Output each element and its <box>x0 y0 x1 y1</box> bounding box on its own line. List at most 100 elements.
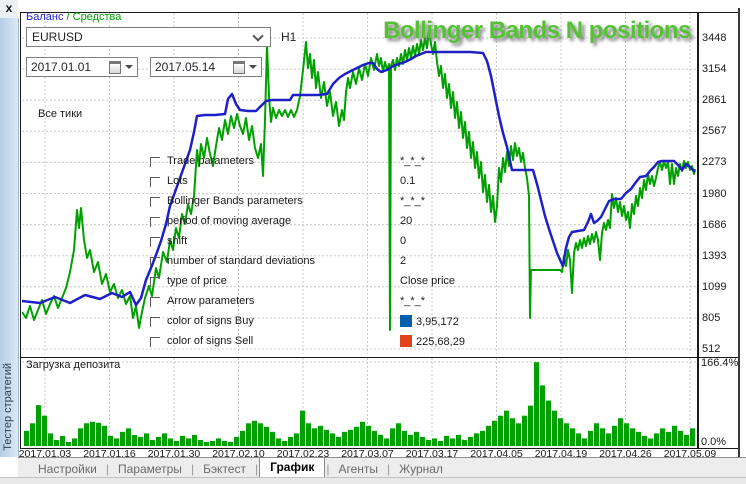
calendar-icon <box>233 61 245 74</box>
parameter-value: Close price <box>400 275 456 287</box>
deposit-load-bar <box>510 418 515 446</box>
deposit-load-bar <box>150 439 155 446</box>
parameter-label: color of signs Buy <box>167 315 254 327</box>
deposit-load-bar <box>348 429 353 446</box>
parameter-value: *_*_* <box>400 195 426 207</box>
deposit-load-bar <box>126 428 131 446</box>
deposit-load-bar <box>138 436 143 446</box>
deposit-load-bar <box>96 422 101 446</box>
window-right-border <box>738 8 740 457</box>
deposit-load-bar <box>360 421 365 446</box>
parameter-label: Trade parameters <box>167 155 255 167</box>
tab-параметры[interactable]: Параметры <box>117 461 182 476</box>
tab-бэктест[interactable]: Бэктест <box>203 461 246 476</box>
deposit-load-bar <box>438 440 443 446</box>
tab-separator: | <box>190 461 195 476</box>
deposit-load-bar <box>102 425 107 446</box>
deposit-load-bar <box>234 436 239 446</box>
date-from-field[interactable]: 2017.01.01 <box>26 57 138 77</box>
parameter-checkbox[interactable] <box>150 297 160 307</box>
deposit-load-bar <box>252 420 257 446</box>
parameter-checkbox[interactable] <box>150 217 160 227</box>
deposit-load-bar <box>324 429 329 446</box>
parameter-checkbox[interactable] <box>150 337 160 347</box>
deposit-load-bar <box>180 435 185 446</box>
parameter-value: *_*_* <box>400 155 426 167</box>
tab-separator: | <box>254 461 259 476</box>
parameter-checkbox[interactable] <box>150 157 160 167</box>
deposit-load-bar <box>318 425 323 446</box>
parameter-value: 2 <box>400 255 407 267</box>
deposit-load-bar <box>594 423 599 446</box>
deposit-load-histogram <box>22 358 697 446</box>
chevron-down-icon <box>252 30 264 42</box>
parameter-checkbox[interactable] <box>150 177 160 187</box>
tester-tab-bar: Настройки | Параметры | Бэктест | График | Агент… <box>18 456 746 479</box>
status-strip <box>0 477 746 484</box>
deposit-load-bar <box>60 435 65 446</box>
tester-strip-label: Тестер стратегий <box>2 363 14 451</box>
deposit-load-bar <box>396 423 401 446</box>
tab-настройки[interactable]: Настройки <box>38 461 97 476</box>
deposit-load-bar <box>300 410 305 446</box>
deposit-load-bar <box>42 415 47 446</box>
chart-legend: Баланс / Средства <box>26 11 121 23</box>
deposit-load-bar <box>90 421 95 446</box>
deposit-load-bar <box>666 431 671 446</box>
deposit-load-bar <box>450 438 455 446</box>
parameter-label: period of moving average <box>167 215 292 227</box>
y-axis-label: 2861 <box>702 94 727 107</box>
parameter-value: 20 <box>400 215 413 227</box>
deposit-load-bar <box>372 430 377 446</box>
parameter-checkbox[interactable] <box>150 197 160 207</box>
deposit-load-bar <box>456 434 461 446</box>
deposit-load-bar <box>534 362 539 446</box>
deposit-load-bar <box>192 434 197 446</box>
parameter-checkbox[interactable] <box>150 317 160 327</box>
legend-equity: Средства <box>72 11 122 23</box>
deposit-load-bar <box>108 435 113 446</box>
deposit-load-bar <box>270 431 275 446</box>
parameter-row: Arrow parameters *_*_* <box>150 293 590 313</box>
deposit-load-bar <box>120 431 125 446</box>
deposit-load-bar <box>24 430 29 446</box>
deposit-load-bar <box>84 423 89 446</box>
deposit-load-bar <box>498 415 503 446</box>
deposit-load-bar <box>402 430 407 446</box>
parameter-label: color of signs Sell <box>167 335 254 347</box>
parameter-checkbox[interactable] <box>150 237 160 247</box>
deposit-load-bar <box>378 434 383 446</box>
parameter-value: 225,68,29 <box>400 335 465 348</box>
deposit-load-bar <box>528 405 533 446</box>
deposit-load-bar <box>564 423 569 446</box>
deposit-load-bar <box>684 434 689 446</box>
tab-журнал[interactable]: Журнал <box>399 461 443 476</box>
deposit-max-label: 166.4% <box>701 357 739 369</box>
date-to-field[interactable]: 2017.05.14 <box>150 57 262 77</box>
parameter-row: Lots 0.1 <box>150 173 590 193</box>
tab-агенты[interactable]: Агенты <box>338 461 379 476</box>
tester-strip[interactable]: Тестер стратегий <box>0 18 19 457</box>
deposit-load-bar <box>222 440 227 446</box>
deposit-load-label: Загрузка депозита <box>26 359 121 371</box>
tab-график[interactable]: График <box>259 456 326 479</box>
tick-mode-label: Все тики <box>38 108 83 120</box>
symbol-select[interactable]: EURUSD <box>26 27 271 47</box>
deposit-load-bar <box>474 433 479 446</box>
deposit-load-bar <box>294 433 299 446</box>
close-icon[interactable]: x <box>0 0 18 18</box>
parameter-row: Trade parameters *_*_* <box>150 153 590 173</box>
deposit-load-bar <box>522 415 527 446</box>
deposit-load-bar <box>162 433 167 446</box>
legend-separator: / <box>63 11 73 23</box>
deposit-load-bar <box>66 441 71 446</box>
deposit-load-bar <box>306 423 311 446</box>
deposit-load-bar <box>156 436 161 446</box>
color-swatch <box>400 335 412 347</box>
parameter-checkbox[interactable] <box>150 257 160 267</box>
deposit-load-bar <box>48 433 53 446</box>
parameter-checkbox[interactable] <box>150 277 160 287</box>
y-axis-label: 1393 <box>702 249 727 262</box>
tab-separator: | <box>387 461 391 476</box>
